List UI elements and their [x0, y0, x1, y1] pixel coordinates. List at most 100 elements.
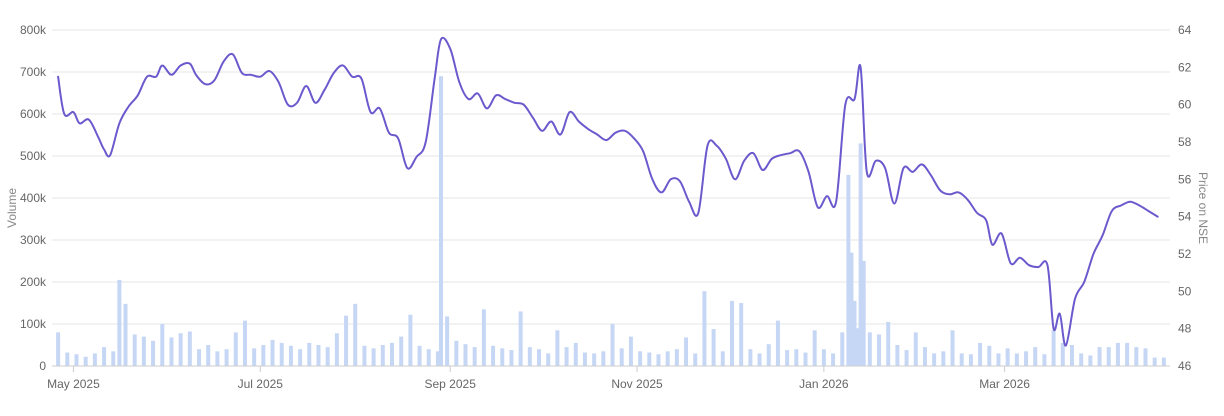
volume-bar [83, 356, 88, 366]
volume-bar [206, 345, 211, 366]
volume-bar [298, 349, 303, 366]
volume-bar [852, 300, 857, 366]
volume-bar [1051, 330, 1056, 366]
volume-bar [858, 143, 863, 366]
volume-bar [628, 336, 633, 366]
volume-bar [417, 345, 422, 366]
volume-bar [362, 345, 367, 366]
volume-bar [987, 345, 992, 366]
volume-bar [582, 352, 587, 366]
volume-bar [445, 316, 450, 366]
volume-bar [877, 334, 882, 366]
volume-bar [518, 311, 523, 366]
volume-bar [371, 348, 376, 366]
volume-bar [1014, 353, 1019, 366]
volume-bar [886, 321, 891, 366]
volume-bar [261, 345, 266, 366]
volume-bar [399, 336, 404, 366]
y-right-tick-label: 58 [1178, 135, 1192, 149]
volume-bar [1079, 353, 1084, 366]
volume-bar [1088, 355, 1093, 366]
volume-bar [739, 303, 744, 366]
volume-bar [1042, 354, 1047, 366]
volume-bar [656, 354, 661, 366]
volume-bar [1143, 348, 1148, 366]
x-axis: May 2025 Jul 2025 Sep 2025 Nov 2025 Jan 2026… [47, 365, 1170, 391]
volume-bar [169, 337, 174, 366]
volume-bar [1161, 357, 1166, 366]
volume-bar [481, 309, 486, 366]
volume-bar [592, 353, 597, 366]
volume-bar [867, 332, 872, 366]
volume-bar [1097, 347, 1102, 366]
volume-bar [941, 351, 946, 366]
volume-bar [92, 353, 97, 366]
volume-bar [1125, 342, 1130, 366]
volume-bar [242, 320, 247, 366]
volume-bar [132, 334, 137, 366]
volume-bar [160, 324, 165, 366]
volume-bar [665, 351, 670, 366]
volume-bar [610, 324, 615, 366]
volume-bar [932, 353, 937, 366]
volume-bar [840, 332, 845, 366]
volume-bar [215, 351, 220, 366]
volume-bar [855, 328, 860, 366]
volume-bar [812, 330, 817, 366]
y-left-tick-label: 300k [20, 233, 47, 247]
volume-bar [537, 349, 542, 366]
volume-bar [775, 320, 780, 366]
volume-bar [111, 351, 116, 366]
volume-bar [187, 331, 192, 366]
y-left-tick-label: 200k [20, 275, 47, 289]
volume-bar [1060, 342, 1065, 366]
volume-bar [102, 347, 107, 366]
volume-bar [638, 351, 643, 366]
volume-bar [601, 351, 606, 366]
volume-bar [564, 347, 569, 366]
volume-bar [325, 347, 330, 366]
x-tick-label: Sep 2025 [424, 377, 476, 391]
volume-bar [785, 350, 790, 366]
y-left-tick-label: 400k [20, 191, 47, 205]
x-tick-label: May 2025 [47, 377, 100, 391]
y-right-tick-label: 54 [1178, 210, 1192, 224]
x-tick-label: Mar 2026 [979, 377, 1030, 391]
x-tick-label: Jul 2025 [238, 377, 284, 391]
volume-bar [647, 352, 652, 366]
volume-bar [197, 349, 202, 366]
volume-bar [509, 350, 514, 366]
y-left-axis-title: Volume [5, 188, 19, 228]
volume-bar [693, 353, 698, 366]
volume-bar [849, 252, 854, 366]
volume-bar [729, 300, 734, 366]
volume-bar [895, 345, 900, 366]
volume-bar [472, 347, 477, 366]
volume-bar [389, 342, 394, 366]
volume-bar [913, 332, 918, 366]
volume-bar [408, 314, 413, 366]
volume-bar [1024, 351, 1029, 366]
gridlines [52, 29, 1170, 367]
volume-bar [1134, 347, 1139, 366]
volume-bar [439, 76, 444, 366]
y-left-tick-label: 100k [20, 317, 47, 331]
volume-bar [270, 339, 275, 366]
volume-bar [224, 349, 229, 366]
y-right-axis-title: Price on NSE [1196, 172, 1210, 244]
volume-bar [711, 329, 716, 366]
volume-bar [1069, 345, 1074, 366]
volume-bar [141, 336, 146, 366]
price-line [57, 36, 1159, 347]
volume-bar [500, 348, 505, 366]
volume-bar [684, 337, 689, 366]
volume-bar [344, 315, 349, 366]
volume-bar [922, 347, 927, 366]
volume-bar [821, 349, 826, 366]
volume-bar [454, 340, 459, 366]
volume-bar [1005, 348, 1010, 366]
y-right-tick-label: 50 [1178, 284, 1192, 298]
y-right-tick-label: 48 [1178, 322, 1192, 336]
